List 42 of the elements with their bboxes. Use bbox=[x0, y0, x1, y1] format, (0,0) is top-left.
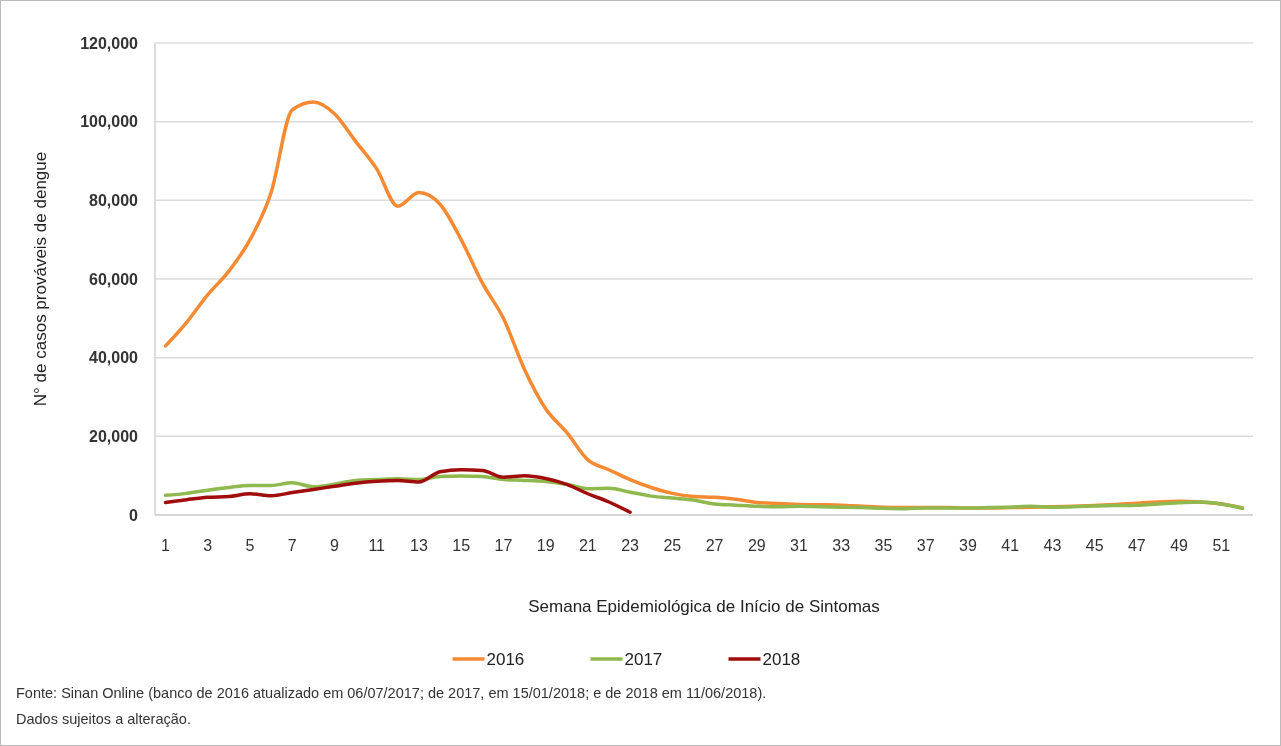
y-tick-label: 80,000 bbox=[89, 191, 139, 209]
line-series bbox=[163, 468, 632, 514]
y-tick-label: 100,000 bbox=[80, 113, 139, 131]
x-tick-label: 31 bbox=[790, 537, 809, 554]
y-tick-label: 40,000 bbox=[89, 349, 139, 367]
x-tick-label: 1 bbox=[161, 537, 171, 554]
x-tick-label: 39 bbox=[959, 537, 977, 554]
legend-label: 2016 bbox=[486, 649, 525, 669]
legend-label: 2018 bbox=[762, 649, 801, 669]
x-tick-label: 33 bbox=[832, 537, 851, 554]
line-series bbox=[163, 474, 1245, 511]
x-tick-label: 9 bbox=[330, 537, 340, 554]
x-tick-label: 47 bbox=[1127, 537, 1146, 554]
x-tick-label: 45 bbox=[1085, 537, 1104, 554]
x-tick-label: 3 bbox=[203, 537, 213, 554]
y-tick-label: 0 bbox=[129, 506, 139, 524]
x-tick-label: 29 bbox=[747, 537, 766, 554]
x-axis-title: Semana Epidemiológica de Início de Sintomas bbox=[528, 597, 880, 616]
x-tick-label: 19 bbox=[536, 537, 555, 554]
x-tick-label: 43 bbox=[1043, 537, 1062, 554]
x-tick-label: 21 bbox=[578, 537, 597, 554]
x-tick-label: 17 bbox=[494, 537, 513, 554]
x-tick-label: 13 bbox=[410, 537, 428, 554]
x-tick-label: 27 bbox=[705, 537, 724, 554]
x-tick-label: 11 bbox=[368, 537, 386, 554]
x-tick-label: 49 bbox=[1170, 537, 1189, 554]
source-note: Fonte: Sinan Online (banco de 2016 atualizado em 06/07/2017; de 2017, em 15/01/2018; e de 2018 em 11/06/2018). bbox=[16, 685, 767, 701]
x-tick-label: 15 bbox=[452, 537, 471, 554]
x-tick-label: 37 bbox=[916, 537, 935, 554]
x-tick-label: 25 bbox=[663, 537, 682, 554]
y-tick-label: 120,000 bbox=[80, 34, 139, 52]
x-tick-label: 5 bbox=[245, 537, 255, 554]
x-tick-label: 7 bbox=[287, 537, 297, 554]
x-tick-label: 23 bbox=[621, 537, 640, 554]
y-tick-label: 20,000 bbox=[89, 427, 139, 445]
legend-label: 2017 bbox=[624, 649, 663, 669]
x-tick-label: 51 bbox=[1212, 537, 1231, 554]
x-tick-label: 41 bbox=[1001, 537, 1020, 554]
text: Dados sujeitos a alteração. bbox=[16, 711, 191, 727]
x-tick-label: 35 bbox=[874, 537, 893, 554]
y-tick-label: 60,000 bbox=[89, 270, 139, 288]
y-axis-title: N° de casos prováveis de dengue bbox=[31, 151, 50, 407]
